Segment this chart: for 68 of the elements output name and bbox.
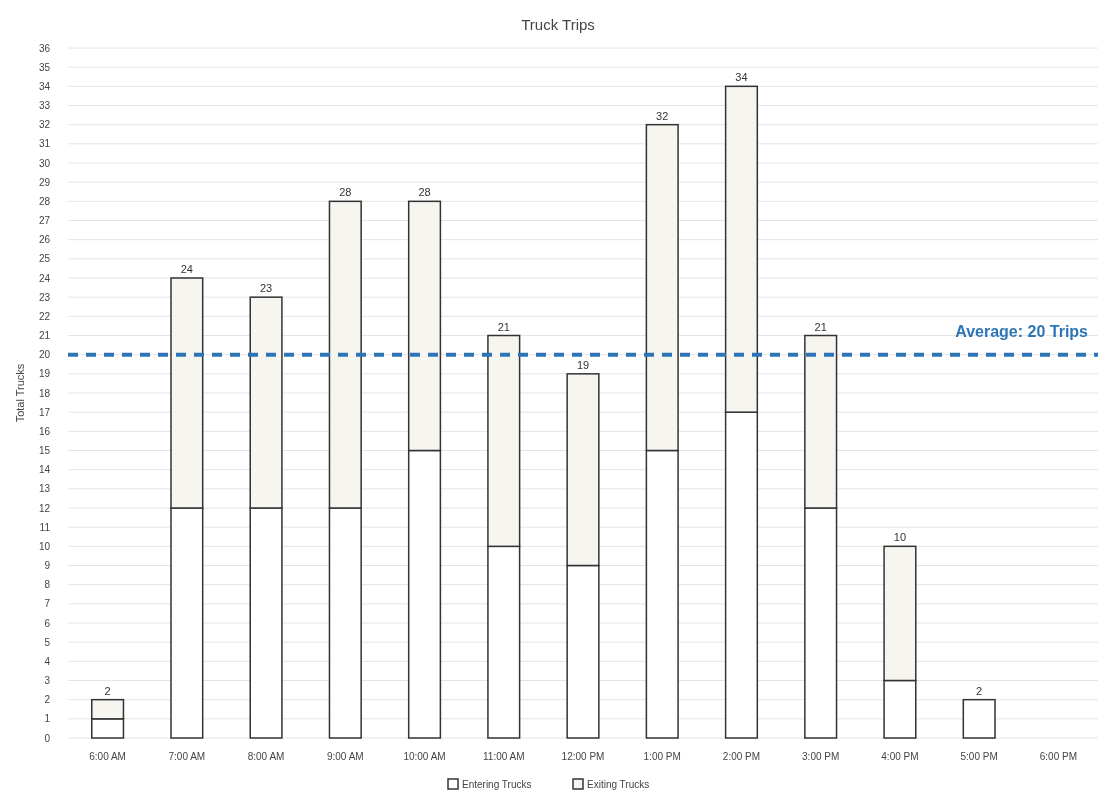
y-tick-label: 23 — [38, 291, 51, 303]
x-tick-label: 1:00 PM — [643, 751, 681, 762]
y-tick-label: 0 — [44, 732, 51, 744]
y-tick-label: 8 — [44, 579, 51, 591]
y-tick-label: 29 — [38, 176, 51, 188]
y-tick-label: 5 — [44, 636, 51, 648]
y-tick-label: 11 — [39, 521, 51, 533]
total-label: 19 — [576, 358, 590, 371]
x-tick-label: 12:00 PM — [561, 751, 605, 762]
y-tick-label: 9 — [44, 560, 51, 571]
y-tick-label: 4 — [44, 655, 51, 667]
x-tick-label: 4:00 PM — [881, 751, 919, 762]
x-tick-label: 9:00 AM — [326, 751, 364, 762]
total-label: 21 — [497, 320, 510, 333]
y-tick-label: 26 — [38, 234, 51, 246]
x-tick-label: 11:00 AM — [483, 751, 525, 762]
total-label: 34 — [735, 71, 748, 84]
y-tick-label: 31 — [38, 138, 51, 150]
y-tick-label: 22 — [38, 310, 51, 322]
total-label: 10 — [893, 531, 907, 544]
total-label: 24 — [180, 263, 193, 275]
y-tick-label: 35 — [38, 61, 51, 73]
total-label: 28 — [418, 186, 431, 199]
x-tick-label: 2:00 PM — [722, 751, 761, 762]
total-label: 32 — [656, 109, 669, 122]
y-tick-label: 12 — [38, 502, 51, 514]
x-tick-label: 5:00 PM — [960, 751, 998, 762]
x-tick-label: 7:00 AM — [168, 751, 206, 762]
x-tick-label: 6:00 PM — [1039, 751, 1078, 762]
total-label: 2 — [104, 684, 111, 697]
y-tick-label: 18 — [38, 387, 51, 399]
y-tick-label: 32 — [38, 119, 51, 131]
y-tick-label: 36 — [38, 42, 51, 54]
y-tick-label: 2 — [44, 694, 51, 706]
y-tick-label: 19 — [38, 368, 51, 380]
x-tick-label: 8:00 AM — [247, 751, 285, 762]
y-tick-label: 17 — [38, 406, 51, 418]
y-tick-label: 16 — [38, 425, 51, 437]
y-tick-label: 10 — [38, 540, 51, 552]
y-tick-label: 14 — [38, 464, 51, 476]
total-label: 2 — [976, 684, 983, 697]
y-tick-label: 30 — [38, 157, 51, 169]
x-tick-label: 10:00 AM — [403, 751, 446, 762]
y-tick-label: 13 — [38, 483, 51, 495]
y-tick-label: 24 — [38, 272, 51, 284]
y-tick-label: 6 — [44, 617, 51, 629]
y-axis-title: Total Trucks — [14, 363, 26, 423]
total-label: 21 — [814, 320, 827, 333]
total-label: 28 — [339, 186, 352, 199]
legend-label: Exiting Trucks — [587, 779, 650, 790]
total-label: 23 — [259, 282, 273, 295]
y-tick-label: 27 — [38, 215, 51, 226]
y-tick-label: 21 — [38, 330, 51, 341]
y-tick-label: 33 — [38, 100, 51, 111]
ref-line-label: Average: 20 Trips — [955, 322, 1089, 340]
y-tick-label: 15 — [38, 445, 51, 456]
y-tick-label: 3 — [44, 675, 51, 686]
y-tick-label: 20 — [38, 349, 51, 361]
chart-title: Truck Trips — [521, 16, 595, 33]
x-tick-label: 6:00 AM — [89, 751, 126, 762]
y-tick-label: 1 — [44, 713, 51, 725]
y-tick-label: 28 — [38, 195, 51, 207]
y-tick-label: 34 — [38, 80, 51, 92]
y-tick-label: 25 — [38, 253, 51, 265]
bar — [962, 698, 996, 739]
y-tick-label: 7 — [44, 598, 51, 610]
x-tick-label: 3:00 PM — [802, 751, 840, 762]
legend-label: Entering Trucks — [462, 779, 532, 790]
